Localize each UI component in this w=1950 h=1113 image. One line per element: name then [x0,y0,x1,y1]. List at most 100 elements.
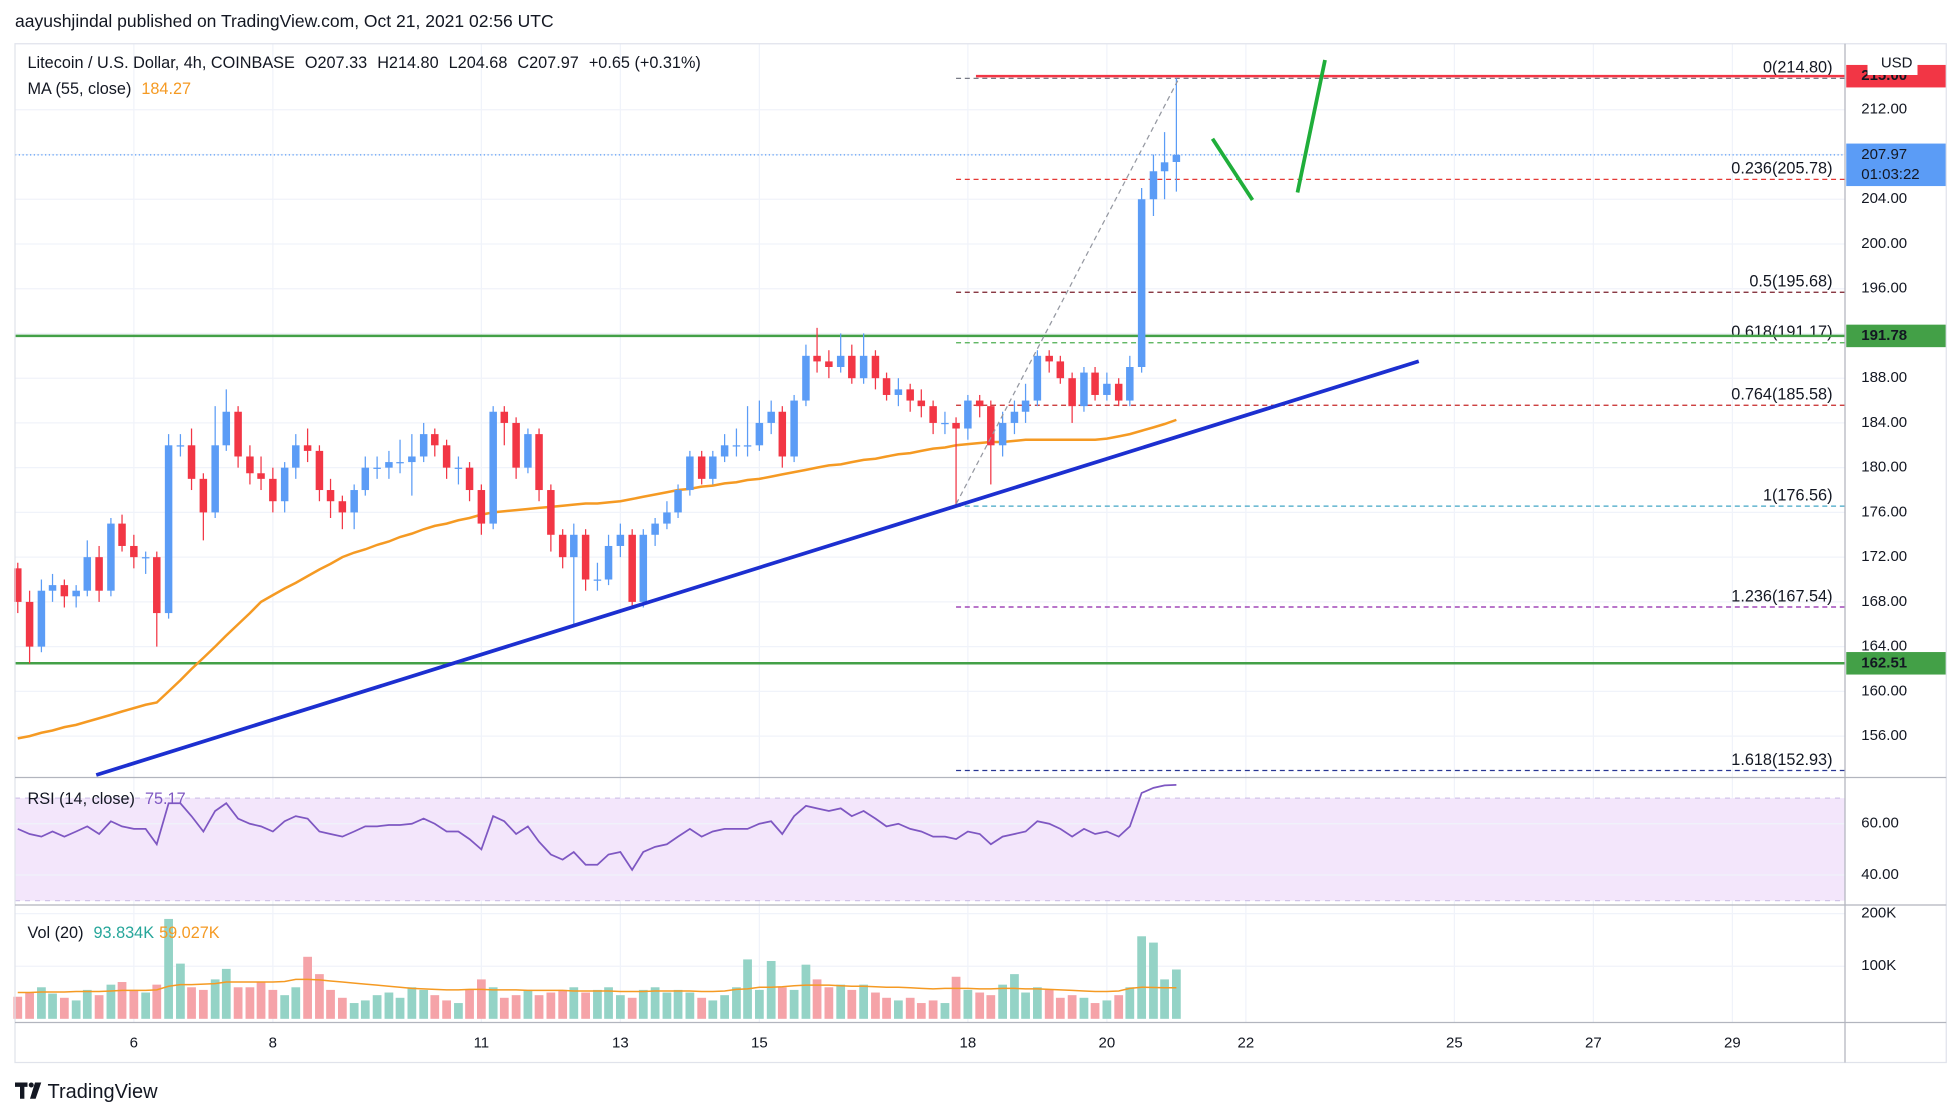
candle-body [83,557,92,591]
ohlc-change: +0.65 (+0.31%) [589,54,701,72]
candle-body [813,355,821,362]
last-price-bg [1846,143,1947,187]
fib-label: 1.618(152.93) [1731,751,1832,769]
volume-bar [1137,936,1147,1019]
candle-body [581,534,590,580]
volume-bar [894,1000,903,1019]
candle-body [859,355,868,379]
x-tick-label: 11 [474,1035,490,1052]
volume-bar [615,995,625,1019]
currency: USD [1881,55,1913,72]
candle-body [292,445,300,468]
volume-bar [871,992,880,1019]
volume-bar [499,997,509,1019]
candle-body [246,456,254,474]
y-tick-label: 164.00 [1861,638,1907,655]
candle-body [802,355,810,401]
fib-label: 1(176.56) [1763,486,1833,504]
volume-bar [847,989,857,1019]
x-tick-label: 15 [751,1035,768,1052]
candle-body [836,355,845,368]
volume-bar [1172,969,1181,1019]
candle-body [778,411,787,457]
brand: TradingView [48,1081,159,1103]
rsi-tick-label: 60.00 [1861,815,1899,832]
volume-bar [419,989,429,1019]
candle-body [164,445,173,614]
x-tick-label: 20 [1099,1035,1116,1052]
candle-body [941,422,949,425]
volume-legend: Vol (20) 93.834K 59.027K [28,924,220,942]
volume-ma-line [17,978,1177,994]
volume-ma-last: 59.027K [159,924,220,942]
candle-body [1103,383,1111,395]
candle-body [257,473,265,479]
volume-bar [859,984,869,1019]
fib-anchor-line [955,78,1180,505]
volume-bar [82,989,92,1019]
candle-body [431,434,439,446]
candle-body [1080,372,1088,407]
candle-body [107,523,115,591]
candle-body [130,545,138,558]
volume-bar [546,992,556,1019]
trend-line [95,359,1420,777]
volume-bar [824,987,834,1019]
y-tick-label: 172.00 [1861,548,1907,565]
volume-bar [176,963,185,1019]
volume-bar [998,984,1008,1019]
candle-body [187,445,196,479]
volume-bar [25,992,34,1019]
candle-body [1091,372,1099,395]
y-tick-label: 204.00 [1861,190,1907,207]
volume-bar [1055,997,1065,1019]
ma-last: 184.27 [141,80,191,98]
volume-bar [534,995,544,1019]
volume-bar [233,987,243,1019]
volume-bar [1125,987,1135,1019]
volume-bar [1160,979,1169,1019]
volume-bar [187,987,196,1019]
volume-bar [372,995,382,1019]
level-label: 162.51 [1861,654,1907,671]
brand-logo [15,1082,42,1099]
rsi-name: RSI (14, close) [28,790,135,808]
volume-bar [511,995,521,1019]
volume-bar [928,1000,938,1019]
candle-body [604,545,613,580]
candle-body [315,450,324,491]
candle-body [755,422,764,446]
candle-body [442,445,451,468]
logo-part [20,1082,25,1099]
volume-bar [789,989,799,1019]
ohlc-open: O207.33 [305,54,367,72]
volume-bar [129,989,139,1019]
x-tick-label: 27 [1585,1035,1602,1052]
candle-body [500,411,509,423]
volume-bar [256,982,266,1019]
fib-label: 0.236(205.78) [1731,160,1832,178]
volume-bar [951,976,961,1019]
arrow-up-stroke [1295,59,1327,193]
volume-bar [604,987,613,1019]
candle-body [234,411,242,457]
volume-bar [315,974,324,1019]
candle-body [1114,383,1123,401]
rsi-tick-label: 40.00 [1861,866,1899,883]
candle-body [512,422,520,468]
y-tick-label: 156.00 [1861,727,1907,744]
candle-body [385,462,393,468]
candle-body [1045,355,1053,362]
y-tick-label: 212.00 [1861,101,1907,118]
volume-bar [801,964,811,1019]
candle-body [37,590,46,647]
volume-bar [673,989,683,1019]
symbol: Litecoin / U.S. Dollar, 4h, COINBASE [28,54,295,72]
volume-bar [662,992,672,1019]
candle-body [14,568,22,602]
volume-bar [638,989,648,1019]
candle-body [222,411,231,446]
volume-bar [558,989,568,1019]
candle-body [269,478,277,502]
